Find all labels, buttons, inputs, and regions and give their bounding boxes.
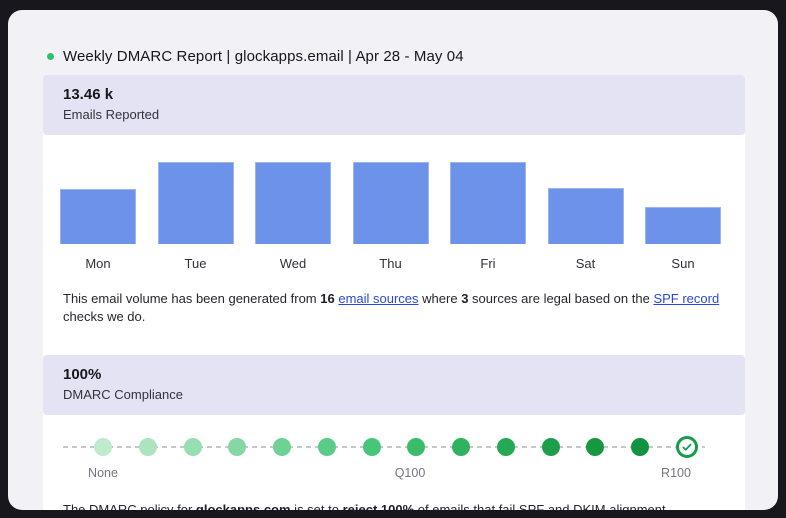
policy-step-dot-7 [362, 438, 381, 456]
policy-step-dot-10 [496, 438, 515, 456]
email-volume-bar-chart: Mon Tue Wed Thu Fri Sat Sun [43, 135, 745, 272]
report-title: Weekly DMARC Report | glockapps.email | … [63, 47, 464, 65]
scale-label-q100: Q100 [394, 466, 426, 480]
dmarc-compliance-value: 100% [63, 366, 102, 383]
bar-fri [450, 162, 526, 244]
bar-tue [157, 162, 234, 244]
text: is set to [290, 502, 343, 510]
policy-step-dot-13 [631, 438, 650, 456]
policy-step-dot-8 [407, 438, 426, 456]
policy-step-dot-3 [183, 438, 202, 456]
bar-column-mon: Mon [60, 135, 136, 272]
bar-label-mon: Mon [85, 256, 111, 271]
text: sources are legal based on the [468, 291, 654, 306]
bar-wed [255, 162, 331, 244]
text: of emails that fail SPF and DKIM alignme… [414, 502, 670, 510]
dmarc-policy-text: The DMARC policy for glockapps.com is se… [43, 501, 745, 510]
spf-record-link[interactable]: SPF record [653, 291, 720, 306]
policy-step-dots [43, 415, 745, 458]
policy-step-dot-6 [317, 438, 336, 456]
bar-column-fri: Fri [450, 135, 526, 272]
report-header: Weekly DMARC Report | glockapps.email | … [8, 10, 778, 75]
emails-reported-label: Emails Reported [63, 107, 160, 122]
bar-label-thu: Thu [379, 256, 402, 271]
bar-thu [352, 162, 429, 244]
bar-column-sat: Sat [547, 135, 624, 272]
bar-label-wed: Wed [279, 256, 307, 271]
bar-sun [645, 207, 721, 244]
text: checks we do. [63, 309, 146, 324]
policy-step-dot-4 [228, 438, 247, 456]
status-dot-icon [47, 52, 54, 60]
email-volume-text: This email volume has been generated fro… [43, 290, 745, 326]
policy-step-dot-9 [452, 438, 471, 456]
policy-step-dot-12 [586, 438, 605, 456]
dmarc-compliance-stat: 100% DMARC Compliance [43, 355, 745, 415]
report-body: 13.46 k Emails Reported Mon Tue Wed Thu Fri S… [43, 75, 745, 510]
dmarc-policy-scale: None Q100 R100 [43, 415, 745, 482]
bar-label-sat: Sat [575, 256, 596, 271]
bar-column-tue: Tue [157, 135, 234, 272]
dashed-track-line [63, 446, 705, 448]
bold-text: 3 [461, 291, 469, 306]
policy-step-dot-2 [138, 438, 157, 456]
text: This email volume has been generated fro… [63, 291, 321, 306]
text: where [418, 291, 462, 306]
scale-label-none: None [88, 466, 118, 480]
policy-step-dot-1 [94, 438, 112, 456]
bar-label-tue: Tue [184, 256, 207, 271]
bar-label-fri: Fri [480, 256, 496, 271]
bar-column-sun: Sun [645, 135, 721, 272]
bar-column-thu: Thu [352, 135, 429, 272]
policy-scale-labels: None Q100 R100 [43, 458, 745, 482]
dmarc-compliance-label: DMARC Compliance [63, 387, 183, 402]
bar-column-wed: Wed [255, 135, 331, 272]
bar-label-sun: Sun [671, 256, 695, 271]
bar-mon [60, 189, 136, 244]
emails-reported-stat: 13.46 k Emails Reported [43, 75, 745, 135]
email-sources-link[interactable]: email sources [338, 291, 419, 306]
scale-label-r100: R100 [661, 466, 691, 480]
bold-text: reject 100% [342, 502, 415, 510]
bold-text: glockapps.com [195, 502, 291, 510]
emails-reported-value: 13.46 k [63, 86, 114, 103]
text: The DMARC policy for [63, 502, 196, 510]
check-icon [675, 436, 698, 458]
bold-text: 16 [320, 291, 335, 306]
bar-sat [547, 188, 624, 244]
policy-step-dot-5 [273, 438, 292, 456]
policy-step-dot-11 [541, 438, 560, 456]
report-card: Weekly DMARC Report | glockapps.email | … [8, 10, 778, 510]
